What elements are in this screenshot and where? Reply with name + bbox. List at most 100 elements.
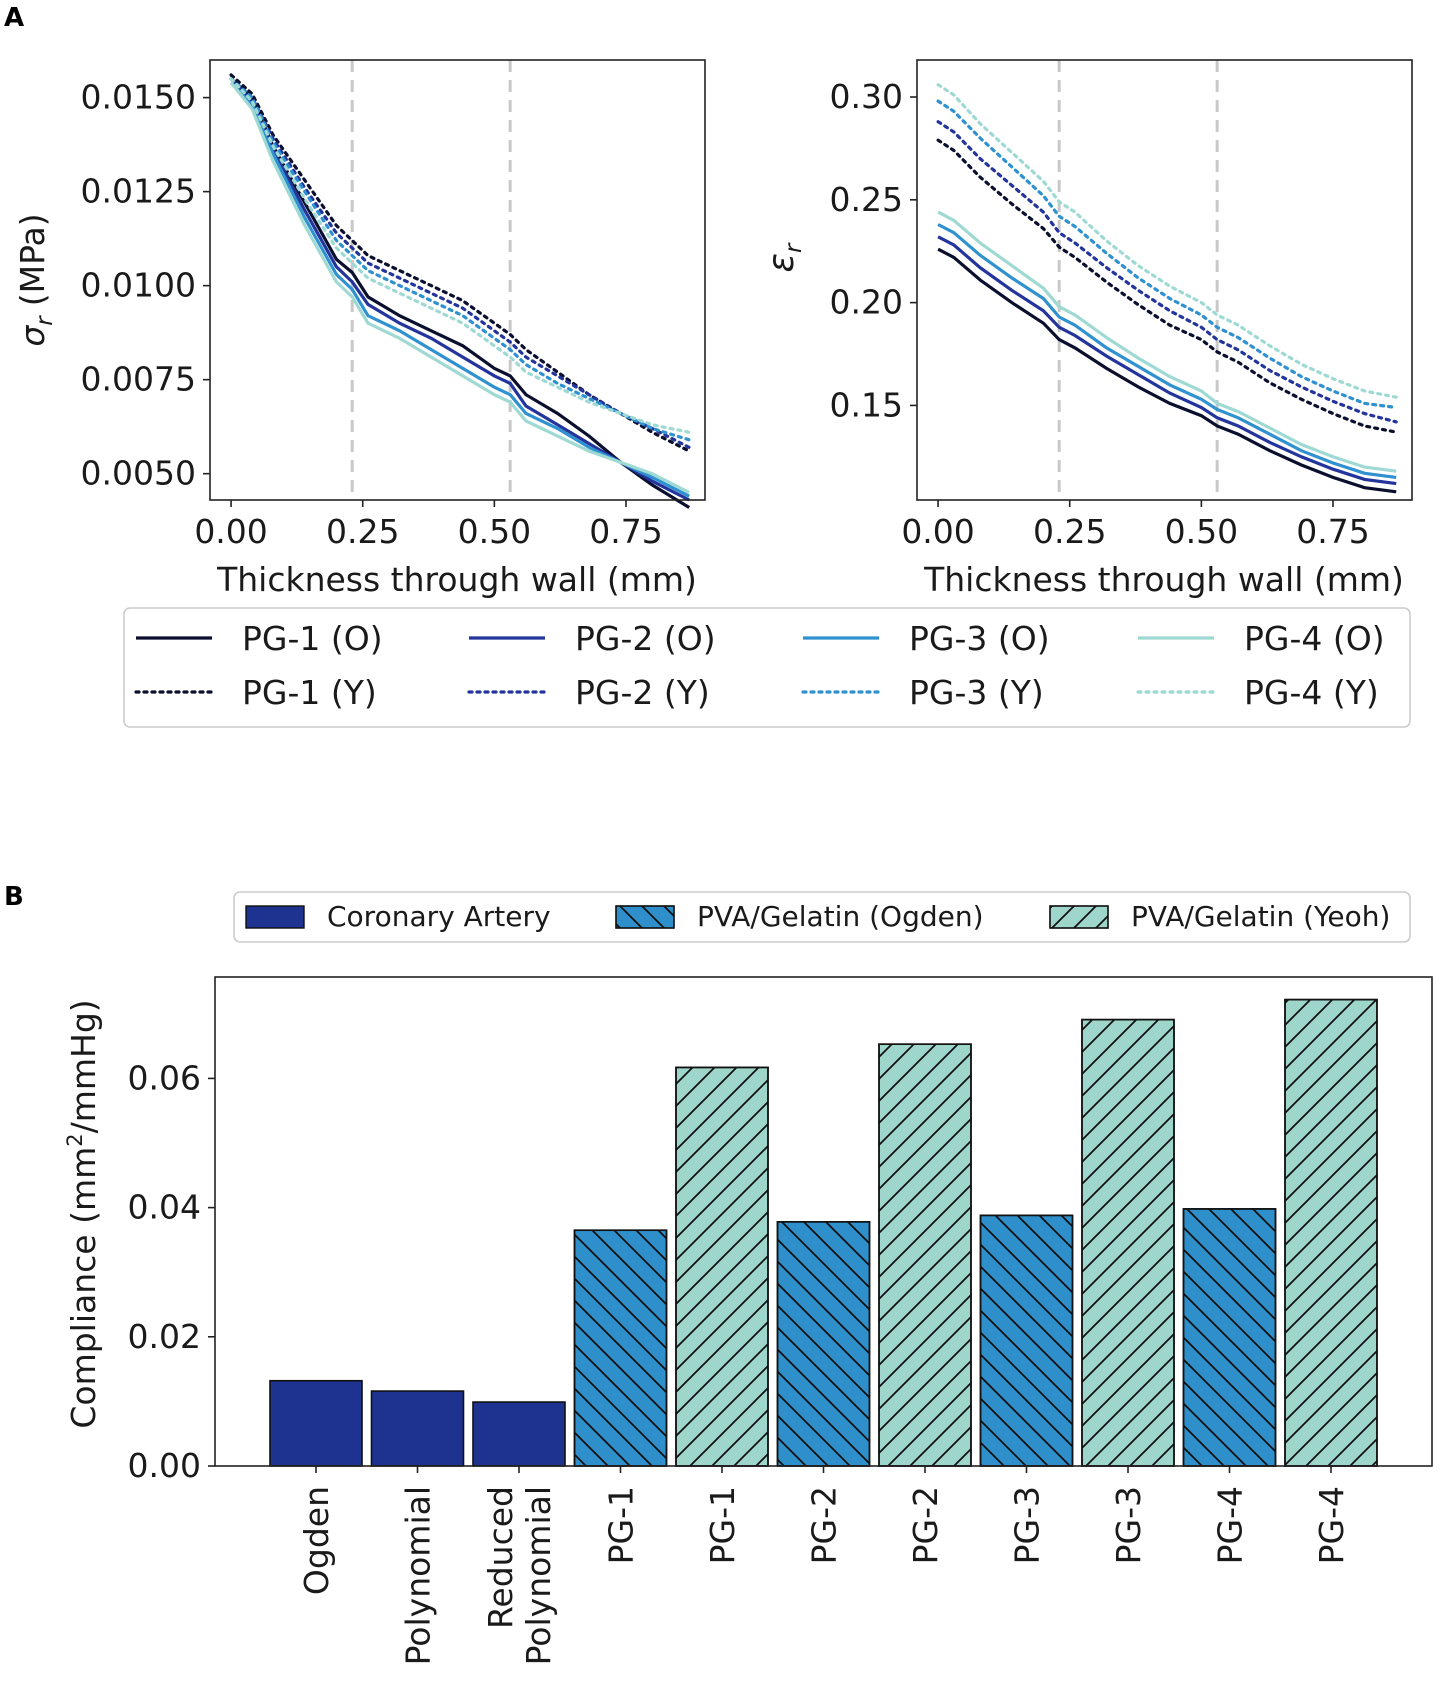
- bar-y-label-sup: 2: [63, 1133, 87, 1146]
- compliance-bar-chart: Ogden Polynomial Reduced Polynomial PG-1 PG-1…: [63, 976, 1433, 1665]
- bar-x-tick-label: PG-1: [602, 1486, 641, 1564]
- bar-x-tick-text: PG-4: [1312, 1486, 1351, 1564]
- stress-y-unit: (MPa): [13, 213, 52, 306]
- strain-y-symbol: ε: [761, 253, 802, 272]
- strain-x-axis-label: Thickness through wall (mm): [923, 560, 1404, 599]
- legend-entry-label: PG-4 (Y): [1244, 673, 1379, 712]
- bar-legend-frame: [233, 891, 1411, 943]
- stress-y-tick-label: 0.0125: [81, 172, 196, 211]
- bar-x-tick-text: PG-4: [1211, 1486, 1250, 1564]
- stress-y-symbol: σ: [13, 325, 52, 347]
- bar-x-tick-label: PG-4: [1312, 1486, 1351, 1564]
- bar-x-tick-label: PG-3: [1008, 1486, 1047, 1564]
- strain-y-tick-label: 0.25: [830, 180, 903, 219]
- stress-series-line: [229, 81, 690, 494]
- stress-series-line: [229, 77, 691, 442]
- bar-x-tick-text: Polynomial: [519, 1486, 558, 1665]
- bar: [472, 1401, 566, 1467]
- bar: [675, 1066, 769, 1467]
- strain-x-tick-label: 0.75: [1296, 512, 1369, 551]
- stress-y-axis-label: σr (MPa): [13, 213, 58, 346]
- bar-hatch: [1081, 1018, 1175, 1467]
- strain-x-tick-label: 0.00: [901, 512, 974, 551]
- strain-series-line: [937, 247, 1397, 494]
- bar-y-axis-label: Compliance (mm2/mmHg): [63, 999, 103, 1428]
- bar-fill: [370, 1390, 465, 1467]
- bar-x-tick-text: PG-2: [906, 1486, 945, 1564]
- legend-entry-label: PG-2 (O): [575, 619, 716, 658]
- bar-hatch: [573, 1229, 668, 1467]
- stress-series-line: [229, 77, 691, 434]
- bar-x-tick-text: PG-3: [1109, 1486, 1148, 1564]
- bar-legend-label: PVA/Gelatin (Yeoh): [1131, 900, 1390, 933]
- legend-entry-label: PG-2 (Y): [575, 673, 710, 712]
- stress-x-axis-label: Thickness through wall (mm): [216, 560, 697, 599]
- bar: [776, 1221, 871, 1467]
- stress-y-tick-label: 0.0050: [81, 454, 196, 493]
- bar-legend-label: Coronary Artery: [327, 900, 551, 933]
- bar-hatch: [1182, 1208, 1277, 1467]
- bar-x-tick-text: Reduced: [481, 1486, 520, 1629]
- legend-entry-label: PG-4 (O): [1244, 619, 1385, 658]
- stress-series-line: [230, 77, 691, 509]
- bar-hatch: [1284, 998, 1378, 1467]
- legend-entry-label: PG-3 (O): [909, 619, 1050, 658]
- stress-y-subscript: r: [32, 315, 58, 326]
- stress-plot-frame: [209, 59, 706, 501]
- stress-series-line: [229, 77, 691, 449]
- bar: [1284, 998, 1378, 1467]
- bar-x-tick-text: PG-1: [602, 1486, 641, 1564]
- panel-label-b: B: [4, 882, 24, 912]
- stress-series-line: [229, 81, 690, 498]
- stress-y-tick-label: 0.0100: [81, 266, 196, 305]
- bar: [1182, 1208, 1277, 1467]
- bar-x-tick-text: PG-2: [805, 1486, 844, 1564]
- bar: [370, 1390, 465, 1467]
- legend-entry-label: PG-3 (Y): [909, 673, 1044, 712]
- stress-series-line: [229, 77, 690, 502]
- legend-entry-label: PG-1 (O): [242, 619, 383, 658]
- stress-series-line: [229, 73, 691, 453]
- bar-x-tick-label: Reduced Polynomial: [481, 1486, 558, 1665]
- stress-x-tick-label: 0.50: [458, 512, 531, 551]
- bar-x-tick-label: Polynomial: [399, 1486, 438, 1665]
- strain-series-line: [937, 235, 1397, 486]
- bar-legend-swatch-hatch: [615, 905, 675, 929]
- strain-series-line: [936, 120, 1398, 424]
- bar-x-tick-label: PG-3: [1109, 1486, 1148, 1564]
- bar-y-tick-label: 0.04: [128, 1188, 201, 1227]
- bar: [1081, 1018, 1175, 1467]
- bar: [269, 1379, 363, 1467]
- bar-x-tick-label: Ogden: [297, 1486, 336, 1595]
- strain-series-line: [936, 138, 1398, 434]
- stress-x-tick-label: 0.25: [326, 512, 399, 551]
- bar-legend-swatch-hatch: [1049, 905, 1109, 929]
- bar: [573, 1229, 668, 1467]
- bar-y-tick-label: 0.02: [128, 1317, 201, 1356]
- bar-y-label-tail: /mmHg): [64, 999, 103, 1133]
- panel-label-a: A: [4, 3, 24, 33]
- bar-x-tick-label: PG-1: [703, 1486, 742, 1564]
- bar-fill: [269, 1379, 363, 1467]
- strain-x-tick-label: 0.25: [1033, 512, 1106, 551]
- legend-entry-label: PG-1 (Y): [242, 673, 377, 712]
- bar-y-tick-label: 0.00: [128, 1446, 201, 1485]
- strain-y-axis-label: εr: [761, 242, 807, 272]
- strain-plot-frame: [916, 59, 1413, 501]
- bar: [979, 1214, 1074, 1467]
- bar-x-tick-text: PG-1: [703, 1486, 742, 1564]
- strain-y-subscript: r: [781, 242, 807, 253]
- bar: [878, 1043, 972, 1467]
- bar-legend-label: PVA/Gelatin (Ogden): [697, 900, 984, 933]
- strain-series-line: [937, 210, 1397, 473]
- stress-x-tick-label: 0.00: [194, 512, 267, 551]
- bar-legend-swatch: [245, 905, 305, 929]
- strain-series-line: [936, 83, 1398, 399]
- bar-x-tick-text: Polynomial: [399, 1486, 438, 1665]
- bar-y-label-base: Compliance (mm: [64, 1147, 103, 1429]
- bar-fill: [472, 1401, 566, 1467]
- strain-series-line: [937, 223, 1397, 479]
- bar-y-tick-label: 0.06: [128, 1058, 201, 1097]
- bar-hatch: [776, 1221, 871, 1467]
- bar-hatch: [979, 1214, 1074, 1467]
